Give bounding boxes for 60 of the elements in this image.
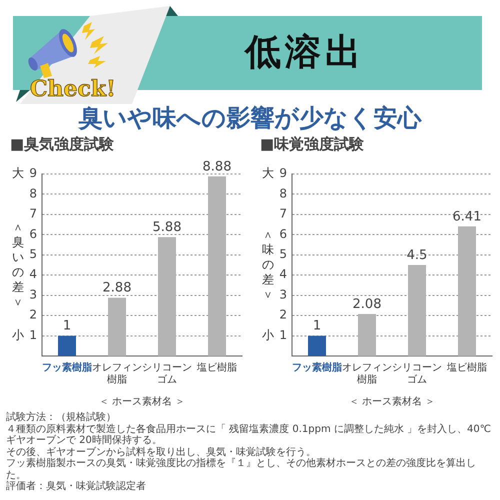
x-tick-label: 塩ビ樹脂: [446, 362, 487, 374]
text: 大: [12, 166, 24, 180]
x-tick-label: フッ素樹脂: [292, 362, 342, 374]
y-tick-label: 8: [279, 186, 287, 200]
y-tick-label: 6: [279, 226, 287, 241]
chart-title: ■味覚強度試験: [260, 134, 364, 154]
x-tick-label: 塩ビ樹脂: [196, 362, 237, 374]
y-tick-label: 1: [29, 328, 37, 342]
y-tick-label: 7: [279, 206, 287, 221]
chart-title: ■臭気強度試験: [10, 134, 114, 154]
x-axis-title: ＜ ホース素材名 ＞: [348, 396, 436, 408]
y-tick-label: 8: [29, 186, 37, 200]
bar: [308, 336, 326, 356]
bar: [208, 176, 226, 356]
x-tick-label: オレフィン樹脂: [92, 362, 142, 386]
text: 小: [12, 328, 24, 342]
data-label: 1: [62, 318, 72, 334]
data-label: 4.5: [406, 248, 428, 263]
text: Check!: [30, 76, 116, 102]
y-tick-label: 7: [29, 206, 37, 221]
x-tick-label: シリコーンゴム: [392, 362, 442, 386]
y-tick-label: 6: [29, 226, 37, 241]
data-label: 5.88: [152, 220, 182, 235]
y-tick-label: 4: [29, 267, 37, 282]
y-tick-label: 9: [279, 166, 287, 180]
text: 大: [262, 166, 274, 180]
x-axis-title: ＜ ホース素材名 ＞: [98, 396, 186, 408]
y-tick-label: 3: [279, 287, 287, 302]
text: 小: [262, 328, 274, 342]
data-label: 8.88: [202, 159, 232, 174]
bar: [458, 226, 476, 356]
bar: [408, 265, 426, 356]
y-axis-title: ＜臭いの差＞: [10, 220, 26, 310]
text: 試験方法：（規格試験）: [6, 412, 117, 424]
y-tick-label: 2: [29, 308, 37, 322]
y-tick-label: 4: [279, 267, 287, 282]
data-label: 2.08: [352, 296, 382, 312]
text: 低溶出: [243, 32, 366, 74]
text: フッ素樹脂製ホースの臭気・味覚強度比の指標を『１』とし、その他素材ホースとの差の強度比を算出した。: [6, 458, 477, 480]
y-tick-label: 3: [29, 287, 37, 302]
data-label: 1: [312, 318, 322, 334]
text: その後、ギヤオーブンから試料を取り出し、臭気・味覚試験を行う。: [6, 446, 317, 458]
bar: [108, 298, 126, 356]
x-tick-label: シリコーンゴム: [142, 362, 192, 386]
y-tick-label: 5: [29, 247, 37, 262]
bar: [158, 237, 176, 356]
bar: [358, 314, 376, 356]
text: ４種類の原料素材で製造した各食品用ホースに「 残留塩素濃度 0.1ppm に調整した純水 」を封入し、40℃ギヤオーブンで 20時間保持する。: [6, 424, 492, 446]
text: 評価者：臭気・味覚試験認定者: [6, 481, 147, 492]
y-tick-label: 9: [29, 166, 37, 180]
data-label: 6.41: [452, 209, 482, 224]
y-tick-label: 5: [279, 247, 287, 262]
y-tick-label: 2: [279, 308, 287, 322]
x-tick-label: オレフィン樹脂: [342, 362, 392, 386]
y-tick-label: 1: [279, 328, 287, 342]
bar: [58, 336, 76, 356]
data-label: 2.88: [102, 280, 132, 296]
y-axis-title: ＜味の差＞: [260, 228, 276, 302]
x-tick-label: フッ素樹脂: [42, 362, 92, 374]
text: 臭いや味への影響が少なく安心: [77, 104, 423, 132]
